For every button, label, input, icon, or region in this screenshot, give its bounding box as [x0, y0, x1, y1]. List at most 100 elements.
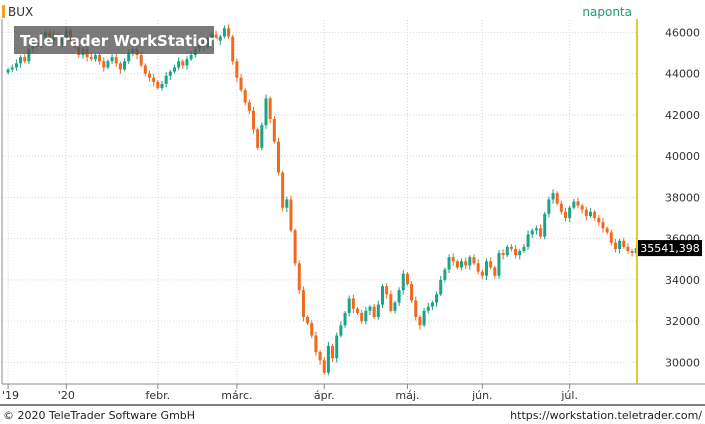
- candle-body: [601, 222, 605, 229]
- x-tick-labels: '19 '20 febr. márc. ápr. máj. jún. júl.: [2, 384, 578, 402]
- candle-body: [622, 240, 626, 247]
- candle: [343, 311, 347, 328]
- candle-body: [164, 75, 168, 84]
- candle: [326, 341, 330, 376]
- candle-body: [243, 90, 247, 103]
- candle: [380, 284, 384, 309]
- candle-body: [414, 300, 418, 317]
- candle: [164, 71, 168, 88]
- candle-body: [484, 261, 488, 276]
- candle-body: [385, 286, 389, 295]
- candle: [480, 269, 484, 280]
- candle: [547, 196, 551, 218]
- y-tick-label: 40000: [665, 150, 700, 163]
- candle: [526, 230, 530, 250]
- candle-body: [10, 67, 14, 70]
- candle: [447, 254, 451, 274]
- candle: [522, 243, 526, 253]
- current-value-box: [638, 240, 702, 257]
- candle: [555, 191, 559, 206]
- candle-body: [609, 232, 613, 243]
- candle: [331, 344, 335, 362]
- y-tick-label: 32000: [665, 315, 700, 328]
- candle-body: [439, 279, 443, 295]
- candle-body: [584, 209, 588, 216]
- candle: [460, 258, 464, 271]
- candle: [430, 300, 434, 311]
- candle-body: [372, 306, 376, 317]
- candle: [439, 275, 443, 297]
- candle: [539, 224, 543, 239]
- candle: [239, 73, 243, 92]
- candle-body: [501, 253, 505, 256]
- candle-body: [331, 345, 335, 359]
- current-value-label: 35541,398: [640, 242, 700, 255]
- candle: [148, 70, 152, 82]
- candle-body: [276, 141, 280, 173]
- candle: [501, 249, 505, 260]
- y-tick-label: 42000: [665, 109, 700, 122]
- candle: [543, 212, 547, 240]
- candle-body: [281, 172, 285, 208]
- candle: [222, 25, 226, 39]
- candle-body: [518, 251, 522, 256]
- candle-body: [368, 306, 372, 311]
- candle-body: [568, 207, 572, 218]
- candle: [514, 245, 518, 259]
- candle: [235, 58, 239, 83]
- candle: [231, 34, 235, 65]
- candle-body: [123, 61, 127, 70]
- candle-body: [426, 306, 430, 311]
- candle: [393, 300, 397, 314]
- candle-body: [231, 36, 235, 62]
- candle: [505, 245, 509, 257]
- candle-body: [256, 129, 260, 148]
- candle: [584, 206, 588, 221]
- candle-body: [272, 119, 276, 142]
- source-url: https://workstation.teletrader.com/: [510, 409, 702, 422]
- candle-body: [168, 71, 172, 76]
- candle-body: [410, 284, 414, 301]
- candle-body: [106, 61, 110, 68]
- current-value-marker: 35541,398: [638, 240, 702, 257]
- candle-body: [551, 193, 555, 200]
- candle-body: [588, 211, 592, 216]
- candle: [289, 195, 293, 233]
- candle-body: [98, 55, 102, 62]
- candle: [435, 291, 439, 307]
- candle-body: [618, 240, 622, 249]
- candle: [98, 52, 102, 65]
- candle: [626, 242, 630, 254]
- candle: [401, 269, 405, 295]
- candle-body: [572, 201, 576, 208]
- candle-body: [464, 261, 468, 266]
- candle: [93, 53, 97, 62]
- candle: [177, 57, 181, 71]
- candle: [468, 255, 472, 270]
- candle: [335, 332, 339, 363]
- candle: [314, 331, 318, 356]
- candle: [464, 257, 468, 269]
- candle-body: [630, 251, 634, 254]
- candle-body: [443, 269, 447, 280]
- candle-body: [597, 218, 601, 223]
- candle-body: [476, 263, 480, 272]
- candle-body: [514, 248, 518, 256]
- candle: [580, 203, 584, 214]
- candle: [597, 215, 601, 226]
- candle-body: [322, 360, 326, 373]
- candle: [252, 106, 256, 134]
- candle-body: [509, 246, 513, 249]
- candle-body: [347, 298, 351, 313]
- candle: [385, 283, 389, 299]
- candle: [110, 54, 114, 64]
- candle: [10, 64, 14, 73]
- candle: [301, 286, 305, 322]
- candle-body: [435, 294, 439, 303]
- candle: [418, 315, 422, 330]
- candle: [293, 228, 297, 267]
- candle: [214, 30, 218, 45]
- candle-body: [160, 83, 164, 89]
- candle: [339, 321, 343, 338]
